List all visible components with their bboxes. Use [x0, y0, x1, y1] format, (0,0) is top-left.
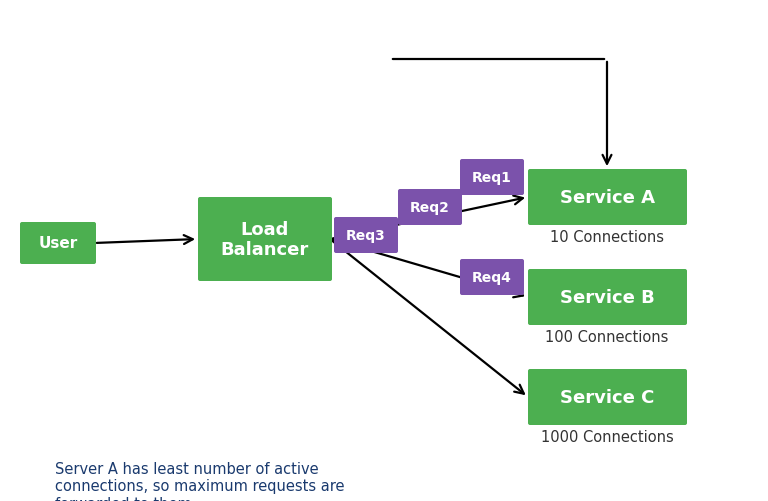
Text: Req1: Req1 [472, 171, 512, 185]
Text: User: User [38, 236, 78, 251]
Text: Server A has least number of active
connections, so maximum requests are
forward: Server A has least number of active conn… [55, 461, 345, 501]
FancyBboxPatch shape [20, 222, 96, 265]
FancyBboxPatch shape [460, 260, 524, 296]
Text: Req4: Req4 [472, 271, 512, 285]
Text: 100 Connections: 100 Connections [545, 329, 669, 344]
FancyBboxPatch shape [334, 217, 398, 254]
FancyBboxPatch shape [398, 189, 462, 225]
Text: Service B: Service B [560, 289, 655, 307]
FancyBboxPatch shape [528, 369, 687, 425]
Text: Service A: Service A [560, 188, 655, 206]
FancyBboxPatch shape [528, 170, 687, 225]
Text: 1000 Connections: 1000 Connections [541, 429, 674, 444]
FancyBboxPatch shape [528, 270, 687, 325]
FancyBboxPatch shape [198, 197, 332, 282]
Text: 10 Connections: 10 Connections [550, 229, 664, 244]
Text: Req3: Req3 [346, 228, 386, 242]
FancyBboxPatch shape [460, 160, 524, 195]
Text: Service C: Service C [561, 388, 654, 406]
Text: Load
Balancer: Load Balancer [221, 220, 310, 259]
Text: Req2: Req2 [410, 200, 450, 214]
